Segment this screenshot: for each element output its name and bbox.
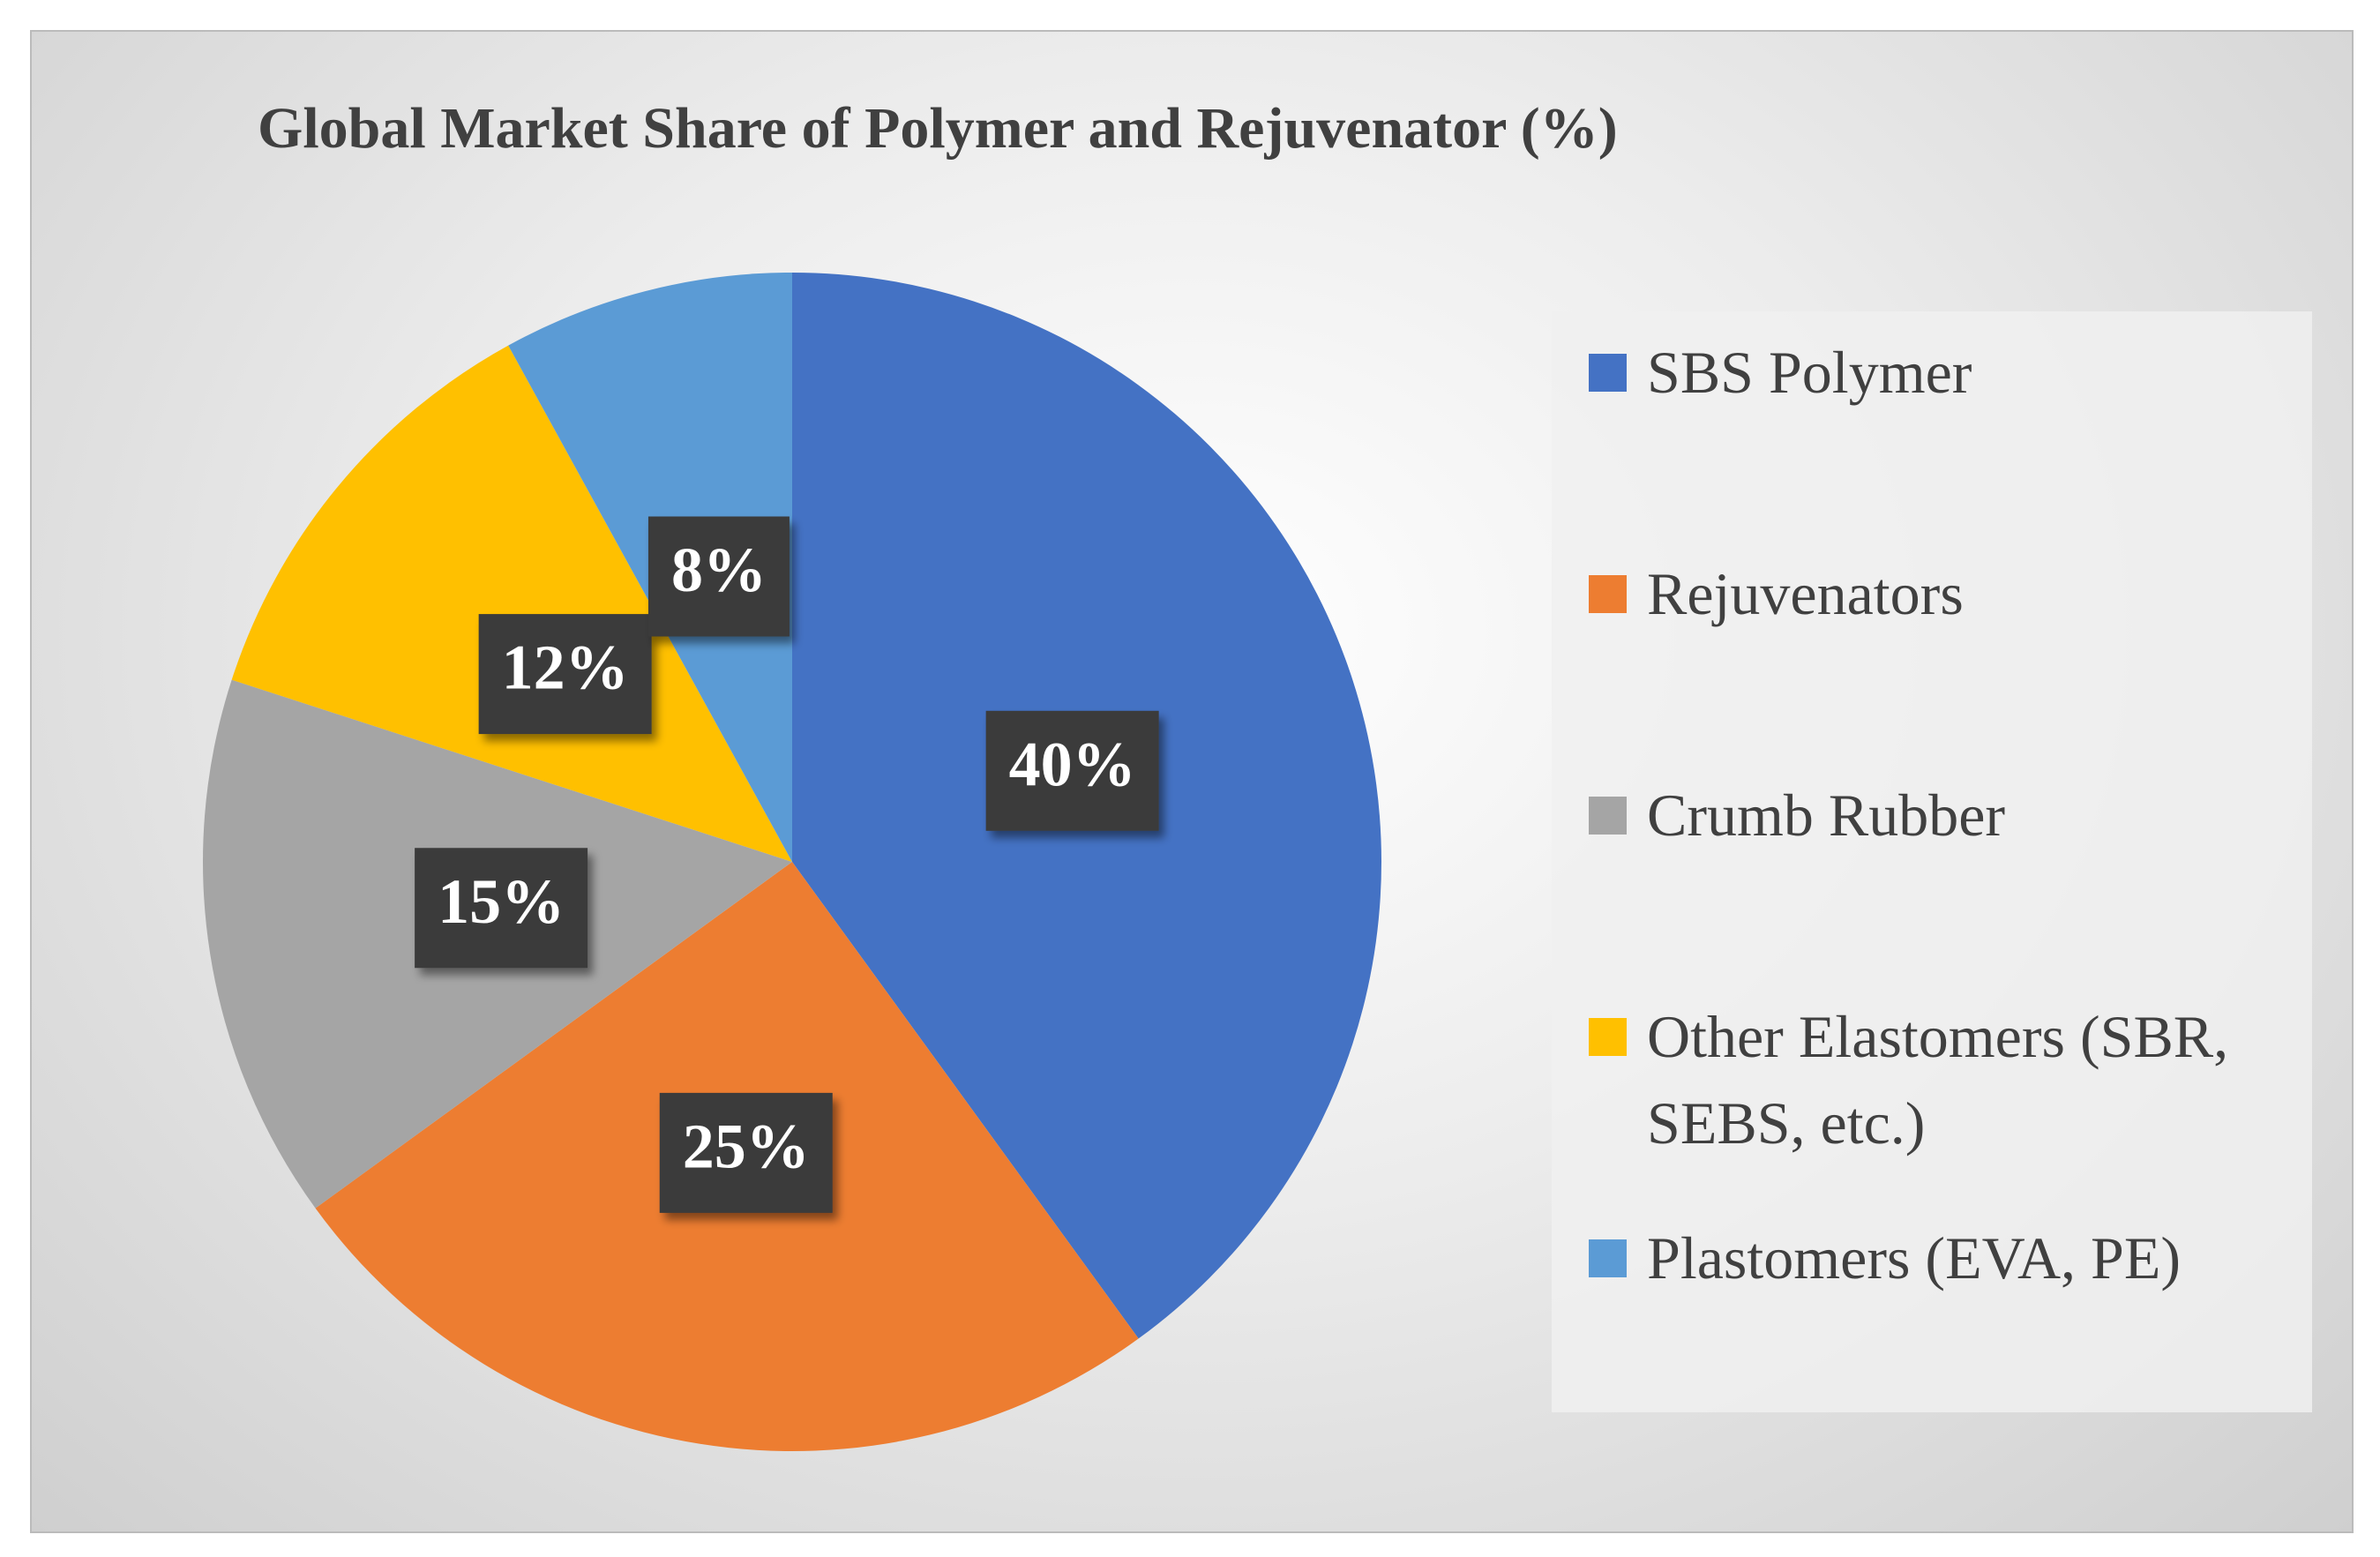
data-label: 40% [985,710,1159,831]
legend-label: Other Elastomers (SBR, SEBS, etc.) [1647,1003,2229,1157]
data-label-box [415,848,588,969]
data-label-box [659,1092,833,1213]
legend-swatch [1589,1018,1627,1056]
data-label-box [647,516,790,637]
data-label-box [478,614,652,735]
legend-label: Plastomers (EVA, PE) [1647,1224,2182,1291]
data-label-text: 25% [683,1111,810,1181]
data-label: 12% [478,614,652,735]
data-label: 25% [659,1092,833,1213]
legend-label: SBS Polymer [1647,339,1972,406]
data-label-text: 8% [671,535,767,605]
data-label-box [985,710,1159,831]
legend-swatch [1589,354,1627,392]
data-label-text: 15% [438,866,565,937]
chart-title: Global Market Share of Polymer and Rejuv… [258,96,1618,161]
legend-swatch [1589,1239,1627,1277]
legend-label: Rejuvenators [1647,560,1964,627]
pie-slice [231,345,793,862]
data-label-text: 40% [1009,729,1136,799]
legend-swatch [1589,797,1627,835]
legend-swatch [1589,575,1627,613]
legend: SBS Polymer Rejuvenators Crumb Rubber Other… [1552,311,2312,1412]
data-label: 15% [415,848,588,969]
legend-label: Crumb Rubber [1647,782,2006,849]
data-label: 8% [647,516,790,637]
data-label-text: 12% [502,633,629,703]
